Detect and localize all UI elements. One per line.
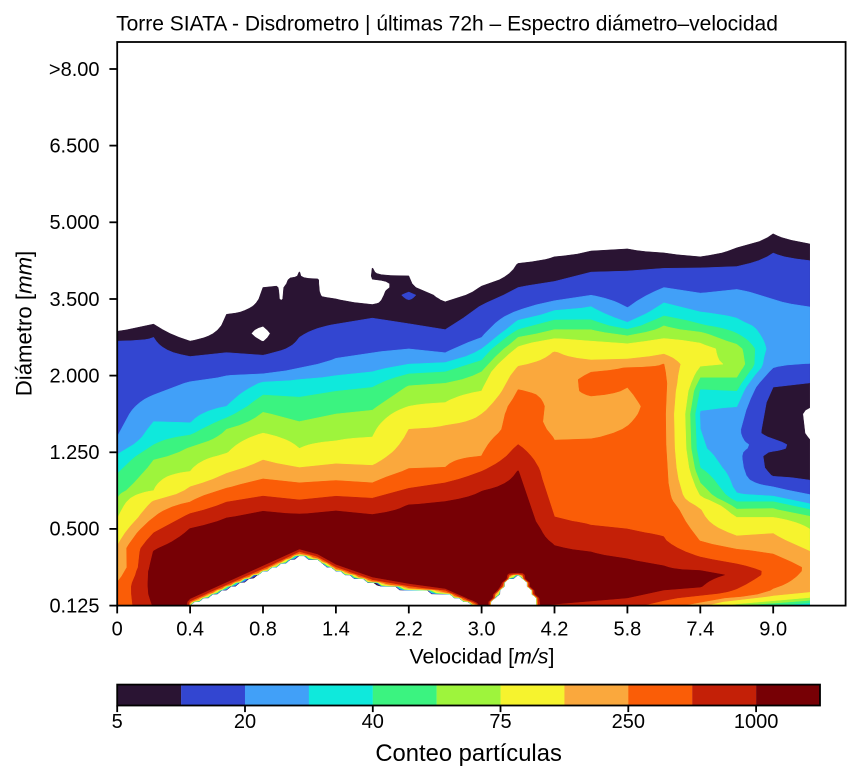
svg-text:5.000: 5.000 xyxy=(49,212,99,234)
svg-text:0.125: 0.125 xyxy=(49,595,99,617)
svg-text:4.2: 4.2 xyxy=(541,619,569,641)
svg-text:>8.00: >8.00 xyxy=(49,59,100,81)
svg-text:0.500: 0.500 xyxy=(49,519,99,541)
svg-text:75: 75 xyxy=(489,711,511,733)
svg-text:1000: 1000 xyxy=(734,711,779,733)
svg-text:Torre SIATA - Disdrometro | úl: Torre SIATA - Disdrometro | últimas 72h … xyxy=(116,13,778,36)
svg-text:0: 0 xyxy=(112,619,123,641)
svg-text:20: 20 xyxy=(234,711,256,733)
svg-text:5: 5 xyxy=(112,711,123,733)
svg-text:Velocidad [m/s]: Velocidad [m/s] xyxy=(409,644,554,668)
svg-text:5.8: 5.8 xyxy=(613,619,641,641)
svg-text:Conteo partículas: Conteo partículas xyxy=(375,740,562,767)
svg-text:Diámetro [mm]: Diámetro [mm] xyxy=(12,251,37,396)
svg-text:0.8: 0.8 xyxy=(249,619,277,641)
svg-text:1.250: 1.250 xyxy=(49,442,99,464)
svg-text:3.500: 3.500 xyxy=(49,289,99,311)
svg-text:40: 40 xyxy=(362,711,384,733)
svg-text:250: 250 xyxy=(612,711,645,733)
svg-text:2.000: 2.000 xyxy=(49,365,99,387)
svg-text:9.0: 9.0 xyxy=(759,619,787,641)
svg-text:6.500: 6.500 xyxy=(49,135,99,157)
svg-text:7.4: 7.4 xyxy=(686,619,714,641)
svg-text:2.2: 2.2 xyxy=(395,619,423,641)
svg-text:0.4: 0.4 xyxy=(176,619,204,641)
svg-text:1.4: 1.4 xyxy=(322,619,350,641)
svg-text:3.0: 3.0 xyxy=(468,619,496,641)
